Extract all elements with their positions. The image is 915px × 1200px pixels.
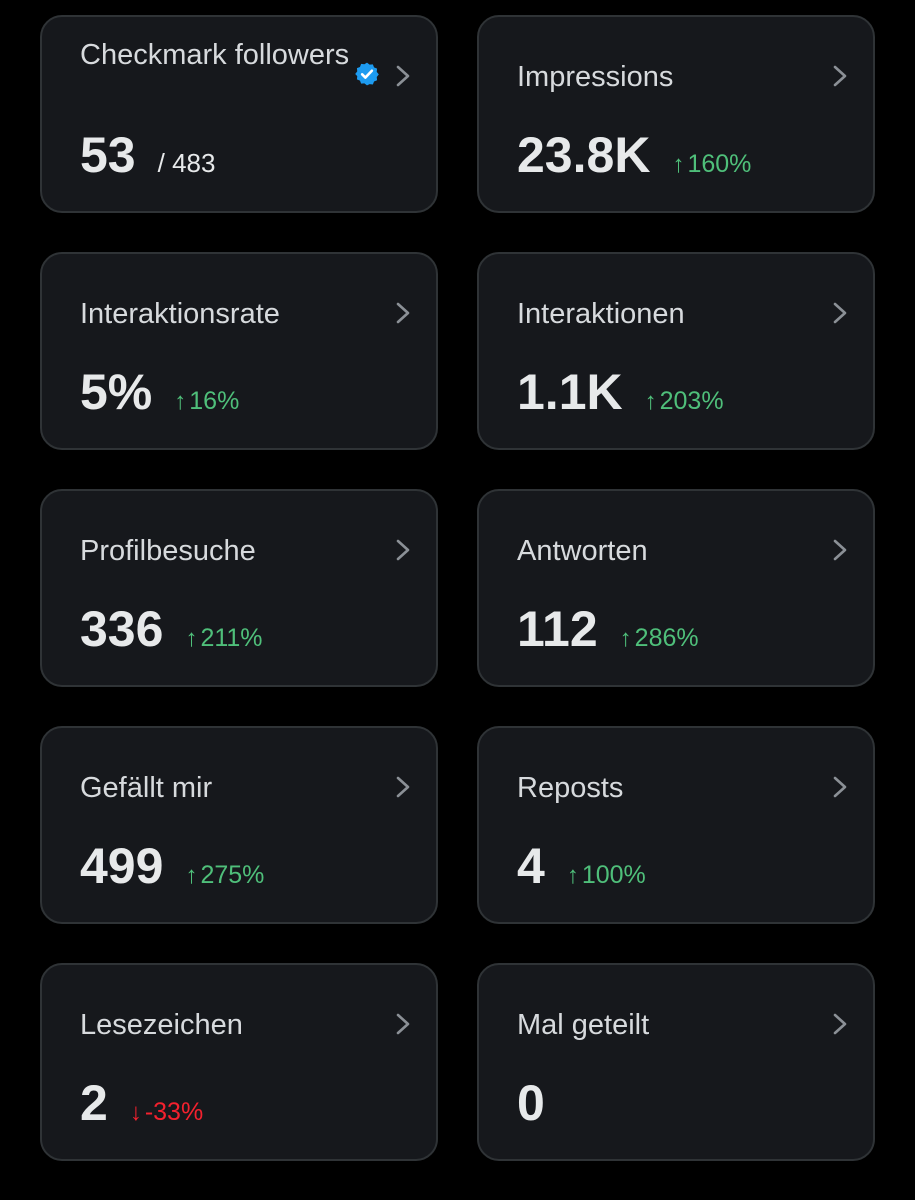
value-row: 23.8K ↑ 160% bbox=[517, 125, 751, 185]
change-value: 16% bbox=[189, 387, 240, 415]
metric-value: 53 bbox=[80, 127, 136, 183]
chevron-right-icon bbox=[833, 302, 847, 324]
chevron-right-icon bbox=[833, 776, 847, 798]
card-gefaellt-mir[interactable]: Gefällt mir 499 ↑ 275% bbox=[40, 726, 438, 924]
metric-value: 4 bbox=[517, 838, 545, 894]
value-row: 0 bbox=[517, 1073, 545, 1133]
change-indicator: ↑ 275% bbox=[185, 861, 264, 890]
card-label: Profilbesuche bbox=[80, 535, 256, 567]
change-indicator: ↑ 203% bbox=[645, 387, 724, 416]
chevron-right-icon bbox=[396, 1013, 410, 1035]
change-indicator: ↑ 211% bbox=[185, 624, 262, 653]
change-indicator: ↑ 16% bbox=[174, 387, 239, 416]
card-label: Checkmark followers bbox=[80, 39, 350, 71]
change-indicator: ↓ -33% bbox=[130, 1098, 203, 1127]
card-checkmark-followers[interactable]: Checkmark followers 53 / 483 bbox=[40, 15, 438, 213]
value-row: 499 ↑ 275% bbox=[80, 836, 264, 896]
chevron-right-icon bbox=[833, 1013, 847, 1035]
card-label: Impressions bbox=[517, 61, 674, 93]
arrow-up-icon: ↑ bbox=[672, 151, 685, 178]
card-profilbesuche[interactable]: Profilbesuche 336 ↑ 211% bbox=[40, 489, 438, 687]
chevron-right-icon bbox=[396, 539, 410, 561]
arrow-up-icon: ↑ bbox=[644, 388, 657, 415]
chevron-right-icon bbox=[396, 65, 410, 87]
change-value: 100% bbox=[581, 861, 646, 889]
change-value: 203% bbox=[659, 387, 724, 415]
chevron-right-icon bbox=[833, 539, 847, 561]
metric-value: 1.1K bbox=[517, 364, 623, 420]
card-interaktionen[interactable]: Interaktionen 1.1K ↑ 203% bbox=[477, 252, 875, 450]
arrow-up-icon: ↑ bbox=[185, 625, 198, 652]
arrow-up-icon: ↑ bbox=[174, 388, 187, 415]
metric-denominator: / 483 bbox=[157, 148, 216, 178]
chevron-right-icon bbox=[396, 302, 410, 324]
card-antworten[interactable]: Antworten 112 ↑ 286% bbox=[477, 489, 875, 687]
change-value: 275% bbox=[200, 861, 265, 889]
change-indicator: ↑ 286% bbox=[620, 624, 699, 653]
arrow-up-icon: ↑ bbox=[619, 625, 632, 652]
change-value: 286% bbox=[634, 624, 699, 652]
card-label: Interaktionen bbox=[517, 298, 685, 330]
verified-badge-icon bbox=[355, 62, 379, 86]
card-mal-geteilt[interactable]: Mal geteilt 0 bbox=[477, 963, 875, 1161]
value-row: 2 ↓ -33% bbox=[80, 1073, 203, 1133]
chevron-right-icon bbox=[396, 776, 410, 798]
change-value: -33% bbox=[144, 1098, 204, 1126]
arrow-up-icon: ↑ bbox=[566, 862, 579, 889]
value-row: 53 / 483 bbox=[80, 125, 215, 185]
metric-value: 2 bbox=[80, 1075, 108, 1131]
card-label: Lesezeichen bbox=[80, 1009, 243, 1041]
change-indicator: ↑ 160% bbox=[672, 150, 751, 179]
arrow-down-icon: ↓ bbox=[129, 1099, 142, 1126]
metric-value: 0 bbox=[517, 1075, 545, 1131]
value-row: 1.1K ↑ 203% bbox=[517, 362, 724, 422]
chevron-right-icon bbox=[833, 65, 847, 87]
metric-value: 112 bbox=[517, 601, 598, 657]
card-label: Reposts bbox=[517, 772, 624, 804]
card-label: Interaktionsrate bbox=[80, 298, 280, 330]
metric-value: 499 bbox=[80, 838, 164, 894]
card-label: Mal geteilt bbox=[517, 1009, 650, 1041]
metric-value: 336 bbox=[80, 601, 164, 657]
metric-value: 23.8K bbox=[517, 127, 651, 183]
value-row: 112 ↑ 286% bbox=[517, 599, 699, 659]
arrow-up-icon: ↑ bbox=[185, 862, 198, 889]
card-label: Antworten bbox=[517, 535, 648, 567]
value-row: 5% ↑ 16% bbox=[80, 362, 239, 422]
card-interaktionsrate[interactable]: Interaktionsrate 5% ↑ 16% bbox=[40, 252, 438, 450]
value-row: 336 ↑ 211% bbox=[80, 599, 263, 659]
change-value: 160% bbox=[687, 150, 752, 178]
card-lesezeichen[interactable]: Lesezeichen 2 ↓ -33% bbox=[40, 963, 438, 1161]
value-row: 4 ↑ 100% bbox=[517, 836, 646, 896]
card-reposts[interactable]: Reposts 4 ↑ 100% bbox=[477, 726, 875, 924]
metric-value: 5% bbox=[80, 364, 153, 420]
card-label: Gefällt mir bbox=[80, 772, 213, 804]
change-value: 211% bbox=[200, 624, 263, 652]
card-impressions[interactable]: Impressions 23.8K ↑ 160% bbox=[477, 15, 875, 213]
change-indicator: ↑ 100% bbox=[567, 861, 646, 890]
